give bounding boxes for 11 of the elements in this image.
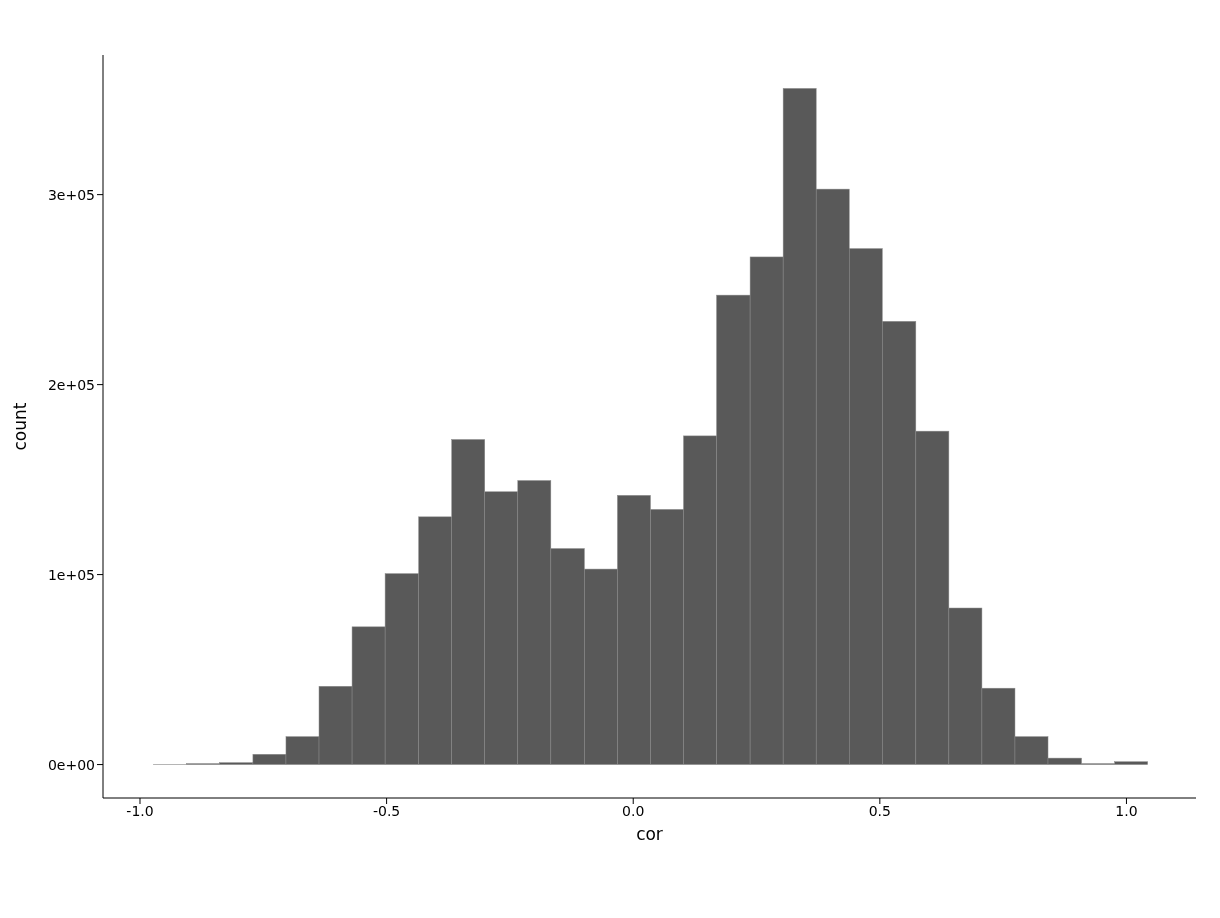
x-tick-label: 1.0 bbox=[1115, 802, 1138, 819]
x-tick-label: -1.0 bbox=[126, 802, 154, 819]
y-tick-label: 2e+05 bbox=[47, 376, 95, 393]
y-tick-label: 1e+05 bbox=[47, 566, 95, 583]
x-tick-label: -0.5 bbox=[372, 802, 401, 819]
y-axis-title: count bbox=[10, 402, 31, 451]
y-tick-label: 0e+00 bbox=[47, 756, 95, 773]
x-axis-title: cor bbox=[636, 824, 663, 844]
x-tick-label: 0.0 bbox=[622, 802, 645, 819]
x-tick-label: 0.5 bbox=[868, 802, 891, 819]
y-tick-label: 3e+05 bbox=[47, 186, 95, 203]
